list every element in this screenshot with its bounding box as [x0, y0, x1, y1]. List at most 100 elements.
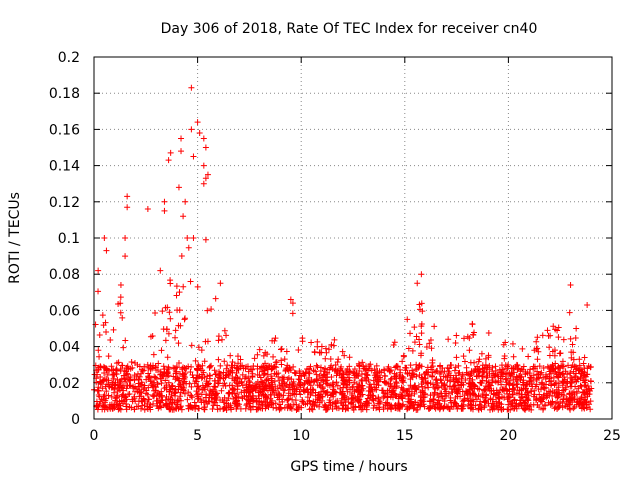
- data-point: [549, 366, 556, 373]
- data-point: [128, 359, 135, 366]
- data-point: [416, 336, 423, 343]
- data-point: [212, 371, 219, 378]
- data-point: [345, 377, 352, 384]
- data-point: [537, 397, 544, 404]
- data-point: [428, 345, 435, 352]
- data-point: [322, 404, 329, 411]
- data-point: [501, 394, 508, 401]
- data-point: [324, 392, 331, 399]
- data-point: [235, 360, 242, 367]
- data-point: [173, 292, 180, 299]
- data-point: [392, 364, 399, 371]
- data-point: [103, 395, 110, 402]
- data-point: [431, 404, 438, 411]
- data-point: [466, 386, 473, 393]
- data-point: [518, 394, 525, 401]
- data-point: [567, 335, 574, 342]
- data-point: [332, 399, 339, 406]
- data-point: [520, 363, 527, 370]
- data-point: [427, 392, 434, 399]
- data-point: [215, 333, 222, 340]
- data-point: [503, 387, 510, 394]
- data-point: [147, 333, 154, 340]
- data-point: [341, 352, 348, 359]
- data-point: [178, 135, 185, 142]
- data-point: [534, 334, 541, 341]
- data-point: [418, 330, 425, 337]
- data-point: [391, 383, 398, 390]
- data-point: [217, 375, 224, 382]
- data-point: [477, 379, 484, 386]
- data-point: [117, 309, 124, 316]
- data-point: [509, 385, 516, 392]
- data-point: [102, 319, 109, 326]
- data-point: [306, 370, 313, 377]
- data-point: [137, 389, 144, 396]
- data-point: [278, 361, 285, 368]
- data-point: [327, 355, 334, 362]
- data-point: [316, 372, 323, 379]
- data-point: [163, 386, 170, 393]
- data-point: [280, 374, 287, 381]
- data-point: [158, 393, 165, 400]
- data-point: [476, 356, 483, 363]
- data-point: [379, 387, 386, 394]
- data-point: [491, 390, 498, 397]
- data-point: [505, 393, 512, 400]
- data-point: [96, 353, 103, 360]
- data-point: [115, 359, 122, 366]
- data-point: [549, 400, 556, 407]
- data-point: [166, 309, 173, 316]
- data-point: [357, 403, 364, 410]
- data-point: [545, 332, 552, 339]
- data-point: [273, 405, 280, 412]
- data-point: [273, 359, 280, 366]
- data-point: [503, 379, 510, 386]
- data-point: [408, 400, 415, 407]
- data-point: [551, 389, 558, 396]
- data-point: [424, 380, 431, 387]
- data-point: [322, 366, 329, 373]
- data-point: [137, 382, 144, 389]
- data-point: [122, 235, 129, 241]
- data-point: [509, 340, 516, 347]
- data-point: [588, 385, 595, 392]
- data-point: [267, 391, 274, 398]
- data-point: [124, 193, 131, 200]
- data-point: [525, 397, 532, 404]
- data-point: [177, 393, 184, 400]
- data-point: [276, 396, 283, 403]
- data-point: [511, 396, 518, 403]
- data-point: [373, 405, 380, 412]
- data-point: [545, 365, 552, 372]
- data-point: [488, 374, 495, 381]
- data-point: [229, 367, 236, 374]
- data-point: [246, 381, 253, 388]
- data-point: [195, 383, 202, 390]
- data-point: [196, 386, 203, 393]
- data-point: [505, 406, 512, 413]
- data-point: [200, 135, 207, 142]
- data-point: [422, 375, 429, 382]
- data-point: [168, 399, 175, 406]
- data-point: [486, 381, 493, 388]
- data-point: [92, 321, 99, 328]
- data-point: [282, 366, 289, 373]
- data-point: [438, 393, 445, 400]
- data-point: [164, 354, 171, 361]
- data-point: [316, 349, 323, 356]
- data-point: [168, 392, 175, 399]
- data-point: [554, 400, 561, 407]
- data-point: [227, 352, 234, 359]
- data-point: [339, 388, 346, 395]
- data-point: [243, 363, 250, 370]
- data-point: [382, 373, 389, 380]
- data-point: [111, 371, 118, 378]
- data-point: [272, 335, 279, 342]
- data-point: [272, 400, 279, 407]
- data-point: [112, 381, 119, 388]
- data-point: [202, 144, 209, 151]
- data-point: [481, 399, 488, 406]
- data-point: [332, 366, 339, 373]
